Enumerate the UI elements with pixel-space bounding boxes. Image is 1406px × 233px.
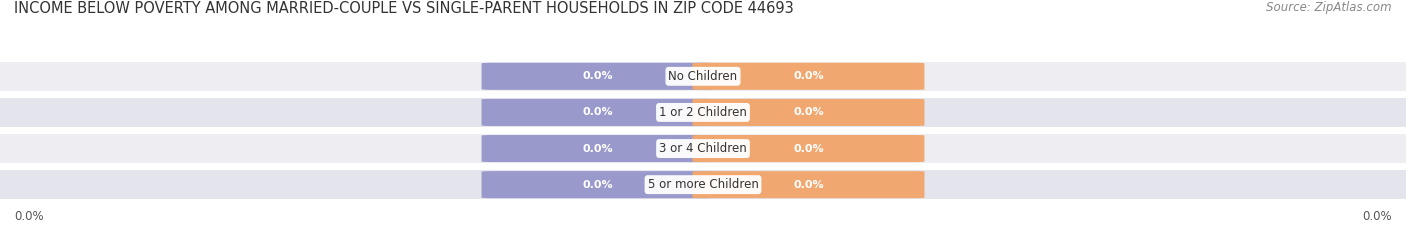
Text: 1 or 2 Children: 1 or 2 Children [659, 106, 747, 119]
Text: 0.0%: 0.0% [793, 144, 824, 154]
FancyBboxPatch shape [693, 63, 925, 90]
FancyBboxPatch shape [481, 63, 713, 90]
Text: 0.0%: 0.0% [582, 107, 613, 117]
Text: 0.0%: 0.0% [14, 210, 44, 223]
FancyBboxPatch shape [0, 98, 1406, 127]
FancyBboxPatch shape [481, 171, 713, 198]
FancyBboxPatch shape [693, 171, 925, 198]
Text: 0.0%: 0.0% [793, 180, 824, 190]
FancyBboxPatch shape [693, 99, 925, 126]
FancyBboxPatch shape [481, 135, 713, 162]
Text: 5 or more Children: 5 or more Children [648, 178, 758, 191]
FancyBboxPatch shape [481, 99, 713, 126]
FancyBboxPatch shape [0, 134, 1406, 163]
Text: 0.0%: 0.0% [793, 71, 824, 81]
Text: 3 or 4 Children: 3 or 4 Children [659, 142, 747, 155]
Text: 0.0%: 0.0% [582, 180, 613, 190]
Text: No Children: No Children [668, 70, 738, 83]
Text: 0.0%: 0.0% [1362, 210, 1392, 223]
Legend: Married Couples, Single Parents: Married Couples, Single Parents [575, 229, 831, 233]
Text: 0.0%: 0.0% [582, 71, 613, 81]
FancyBboxPatch shape [693, 135, 925, 162]
Text: INCOME BELOW POVERTY AMONG MARRIED-COUPLE VS SINGLE-PARENT HOUSEHOLDS IN ZIP COD: INCOME BELOW POVERTY AMONG MARRIED-COUPL… [14, 1, 794, 16]
Text: 0.0%: 0.0% [582, 144, 613, 154]
FancyBboxPatch shape [0, 62, 1406, 91]
Text: Source: ZipAtlas.com: Source: ZipAtlas.com [1267, 1, 1392, 14]
FancyBboxPatch shape [0, 170, 1406, 199]
Text: 0.0%: 0.0% [793, 107, 824, 117]
